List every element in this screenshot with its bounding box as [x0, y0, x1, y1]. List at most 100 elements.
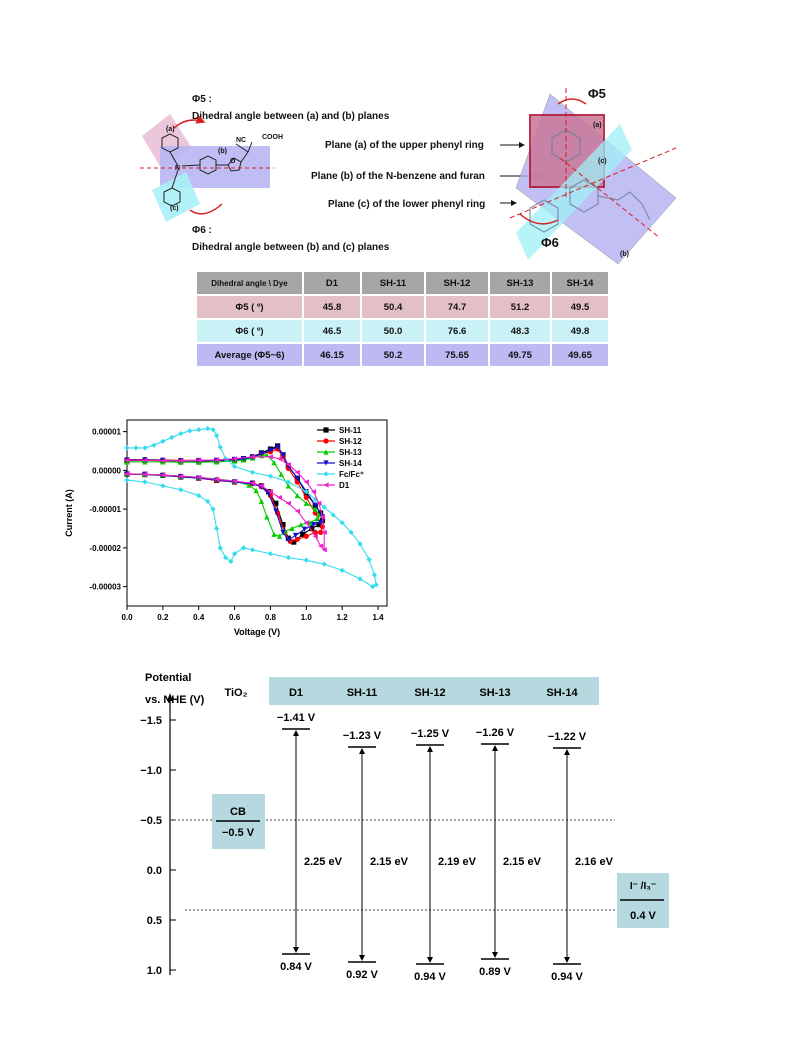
lumo-label: −1.25 V	[411, 728, 450, 740]
data-point	[205, 425, 211, 432]
data-point	[231, 551, 238, 557]
table-cell: 49.75	[490, 344, 552, 368]
data-point	[339, 520, 345, 526]
data-point	[210, 506, 216, 512]
data-point	[142, 471, 148, 477]
y-tick-label: −1.5	[140, 715, 162, 727]
table-cell: 74.7	[426, 296, 490, 320]
potential-title: Potential	[145, 672, 191, 684]
data-point	[300, 531, 306, 537]
data-point	[178, 487, 184, 493]
3d-planes-drawing	[500, 88, 677, 265]
data-point	[309, 525, 315, 532]
y-tick-label: 0.00000	[92, 466, 121, 475]
x-tick-label: 0.6	[229, 613, 241, 622]
dye-header-label: SH-11	[347, 687, 378, 699]
y-tick-label: -0.00002	[89, 544, 121, 553]
gap-arrow-head-down	[293, 947, 299, 953]
dye-level-SH-12: −1.25 V 0.94 V 2.19 eV	[411, 728, 477, 983]
table-cell: 50.4	[362, 296, 426, 320]
bandgap-label: 2.16 eV	[575, 856, 614, 868]
x-tick-label: 0.2	[157, 613, 169, 622]
data-point	[276, 533, 283, 539]
legend-label: SH-12	[339, 437, 362, 446]
table-cell: 75.65	[426, 344, 490, 368]
gap-arrow-head-up	[492, 745, 498, 751]
dye-level-D1: −1.41 V 0.84 V 2.25 eV	[277, 712, 343, 973]
data-point	[319, 514, 326, 520]
data-point	[303, 479, 309, 485]
data-point	[231, 463, 238, 470]
data-point	[267, 489, 274, 495]
data-point	[160, 458, 166, 464]
data-point	[223, 456, 229, 462]
data-point	[366, 556, 372, 563]
table-header-cell: D1	[304, 272, 362, 296]
x-tick-label: 1.2	[337, 613, 349, 622]
data-point	[258, 451, 265, 457]
table-cell: 49.8	[552, 320, 610, 344]
phi6-marker-label: Φ6	[541, 235, 559, 250]
gap-arrow-head-down	[492, 952, 498, 958]
legend-label: D1	[339, 481, 350, 490]
data-point	[303, 500, 309, 506]
series-4: Fc/Fc⁺	[124, 425, 379, 590]
data-point	[303, 494, 309, 501]
dihedral-angle-table: Dihedral angle \ Dye D1 SH-11 SH-12 SH-1…	[197, 272, 610, 368]
data-point	[323, 482, 329, 488]
data-point	[210, 427, 216, 433]
y-tick-label: 0.5	[147, 915, 162, 927]
data-point	[285, 500, 291, 506]
data-point	[292, 532, 299, 539]
gap-arrow-head-down	[359, 955, 365, 961]
data-point	[160, 438, 166, 444]
plane-c-label: (c)	[170, 205, 179, 212]
data-point	[124, 477, 130, 483]
table-cell: 45.8	[304, 296, 362, 320]
data-point	[273, 500, 279, 506]
phi5-marker-label: Φ5	[588, 86, 606, 101]
data-point	[271, 460, 277, 466]
y-tick-label: 0.00001	[92, 428, 121, 437]
legend-label: SH-13	[339, 448, 362, 457]
cv-chart: 0.0 0.2 0.4 0.6 0.8 1.0 1.2 1.4 0.00001 0.00000 -0…	[64, 419, 388, 637]
y-tick-label: 0.0	[147, 865, 162, 877]
table-cell: 46.5	[304, 320, 362, 344]
data-point	[196, 457, 202, 463]
phi6-description: Dihedral angle between (b) and (c) plane…	[192, 242, 390, 253]
data-point	[310, 522, 317, 528]
data-point	[205, 498, 211, 504]
oxygen-label: O	[230, 158, 236, 165]
table-cell: 51.2	[490, 296, 552, 320]
data-point	[240, 545, 247, 551]
x-tick-label: 0.0	[121, 613, 133, 622]
x-axis-label: Voltage (V)	[234, 627, 280, 637]
data-point	[231, 478, 238, 484]
table-cell: Average (Φ5~6)	[197, 344, 304, 368]
dye-level-SH-14: −1.22 V 0.94 V 2.16 eV	[548, 731, 614, 983]
data-point	[321, 547, 327, 553]
cb-value-label: −0.5 V	[222, 827, 255, 839]
data-point	[312, 506, 318, 512]
tio2-label: TiO₂	[224, 687, 247, 699]
data-point	[169, 434, 175, 441]
data-point	[316, 522, 322, 528]
plane-c-description: Plane (c) of the lower phenyl ring	[328, 199, 486, 210]
data-point	[357, 541, 363, 547]
data-point	[371, 572, 378, 578]
series-3: SH-14	[124, 444, 362, 543]
x-tick-label: 1.0	[301, 613, 313, 622]
data-point	[294, 492, 300, 499]
data-point	[258, 483, 265, 489]
table-row: Φ5 ( º) 45.8 50.4 74.7 51.2 49.5	[197, 296, 610, 320]
data-point	[196, 492, 202, 499]
lumo-label: −1.23 V	[343, 730, 382, 742]
x-tick-label: 1.4	[372, 613, 384, 622]
lumo-label: −1.22 V	[548, 731, 587, 743]
phi5-description: Dihedral angle between (a) and (b) plane…	[192, 111, 390, 122]
data-point	[294, 508, 300, 514]
data-point	[323, 427, 329, 433]
data-point	[124, 457, 130, 463]
lumo-label: −1.41 V	[277, 712, 316, 724]
data-point	[280, 452, 286, 458]
